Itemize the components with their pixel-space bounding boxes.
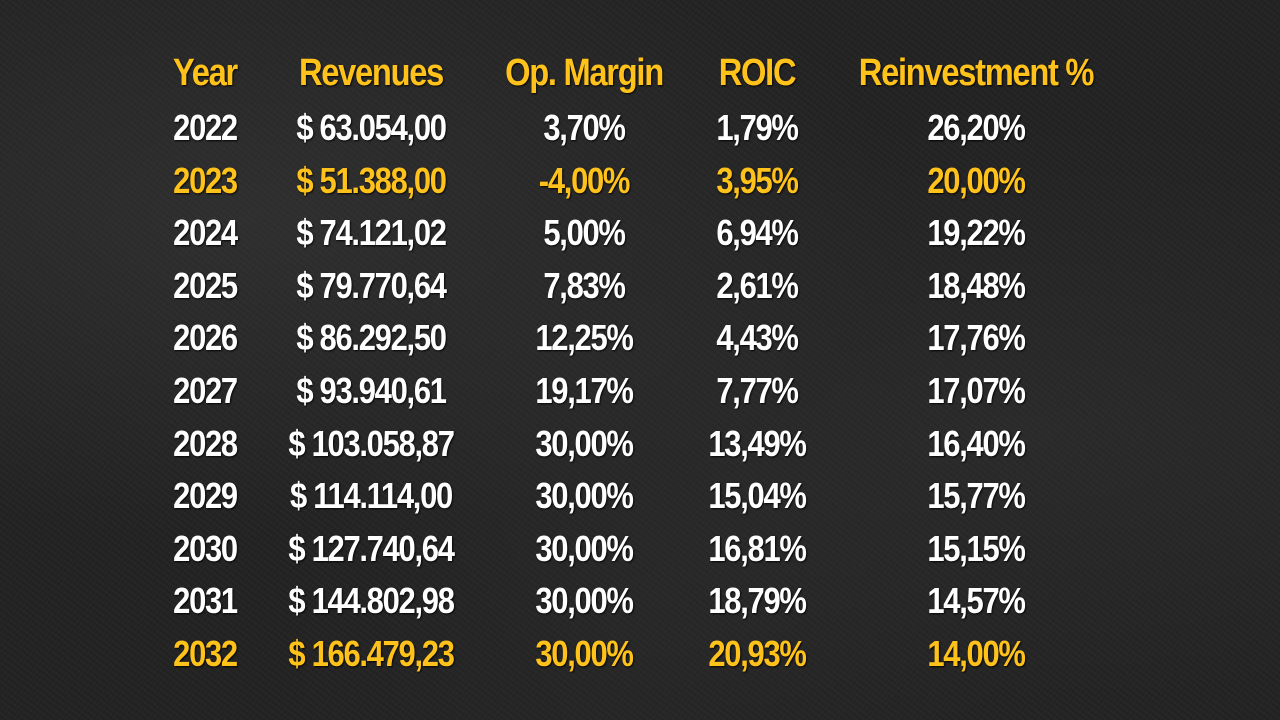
- cell-year: 2027: [173, 370, 238, 411]
- cell-reinvestment: 18,48%: [927, 264, 1026, 306]
- cell-revenues: $ 79.770,64: [296, 264, 447, 306]
- cell-year: 2024: [173, 212, 238, 254]
- cell-op-margin: 19,17%: [535, 370, 634, 411]
- cell-roic: 16,81%: [708, 527, 807, 569]
- cell-revenues: $ 86.292,50: [296, 317, 447, 359]
- cell-reinvestment: 20,00%: [927, 159, 1026, 201]
- cell-reinvestment: 17,07%: [927, 370, 1026, 411]
- cell-year: 2028: [173, 422, 238, 464]
- cell-op-margin: 30,00%: [535, 422, 634, 464]
- cell-roic: 7,77%: [716, 370, 799, 411]
- cell-year: 2025: [173, 264, 238, 306]
- cell-roic: 18,79%: [708, 580, 807, 622]
- cell-op-margin: 7,83%: [543, 264, 626, 306]
- cell-reinvestment: 26,20%: [927, 107, 1026, 148]
- cell-roic: 1,79%: [716, 107, 799, 148]
- cell-year: 2026: [173, 317, 238, 359]
- cell-revenues: $ 103.058,87: [288, 422, 455, 464]
- cell-reinvestment: 17,76%: [927, 317, 1026, 359]
- cell-reinvestment: 19,22%: [927, 212, 1026, 254]
- cell-revenues: $ 63.054,00: [296, 107, 447, 148]
- column-header-year: Year: [173, 52, 238, 94]
- cell-revenues: $ 166.479,23: [288, 633, 455, 674]
- cell-op-margin: 3,70%: [543, 107, 626, 148]
- cell-roic: 4,43%: [716, 317, 799, 359]
- cell-op-margin: 30,00%: [535, 633, 634, 674]
- cell-roic: 20,93%: [708, 633, 807, 674]
- cell-year: 2032: [173, 633, 238, 674]
- cell-reinvestment: 15,15%: [927, 527, 1026, 569]
- column-header-reinvestment: Reinvestment %: [858, 52, 1095, 94]
- cell-reinvestment: 16,40%: [927, 422, 1026, 464]
- cell-op-margin: 30,00%: [535, 527, 634, 569]
- cell-year: 2030: [173, 527, 238, 569]
- cell-year: 2029: [173, 475, 238, 517]
- cell-revenues: $ 51.388,00: [296, 159, 447, 201]
- column-header-roic: ROIC: [718, 52, 797, 94]
- column-header-op-margin: Op. Margin: [505, 52, 664, 94]
- cell-revenues: $ 127.740,64: [288, 527, 455, 569]
- cell-roic: 13,49%: [708, 422, 807, 464]
- cell-op-margin: 5,00%: [543, 212, 626, 254]
- cell-revenues: $ 93.940,61: [296, 370, 447, 411]
- cell-op-margin: 12,25%: [535, 317, 634, 359]
- cell-revenues: $ 114.114,00: [290, 475, 453, 517]
- cell-year: 2023: [173, 159, 238, 201]
- cell-roic: 2,61%: [716, 264, 799, 306]
- cell-year: 2022: [173, 107, 238, 148]
- cell-roic: 15,04%: [708, 475, 807, 517]
- cell-reinvestment: 14,57%: [927, 580, 1026, 622]
- cell-op-margin: 30,00%: [535, 475, 634, 517]
- cell-year: 2031: [173, 580, 238, 622]
- cell-op-margin: -4,00%: [538, 159, 631, 201]
- cell-revenues: $ 74.121,02: [296, 212, 447, 254]
- cell-reinvestment: 15,77%: [927, 475, 1026, 517]
- cell-revenues: $ 144.802,98: [288, 580, 455, 622]
- column-header-revenues: Revenues: [298, 52, 444, 94]
- cell-roic: 6,94%: [716, 212, 799, 254]
- cell-op-margin: 30,00%: [535, 580, 634, 622]
- cell-reinvestment: 14,00%: [927, 633, 1026, 674]
- cell-roic: 3,95%: [716, 159, 799, 201]
